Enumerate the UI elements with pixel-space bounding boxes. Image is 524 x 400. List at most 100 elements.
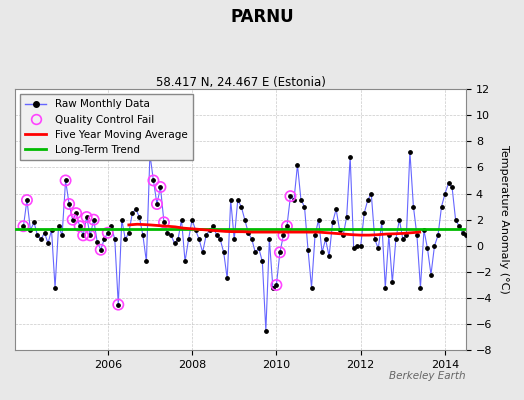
- Point: [96, 246, 105, 253]
- Point: [209, 223, 217, 230]
- Point: [385, 232, 393, 238]
- Point: [356, 243, 365, 249]
- Point: [146, 151, 154, 158]
- Legend: Raw Monthly Data, Quality Control Fail, Five Year Moving Average, Long-Term Tren: Raw Monthly Data, Quality Control Fail, …: [20, 94, 192, 160]
- Point: [283, 223, 291, 230]
- Point: [304, 246, 312, 253]
- Point: [286, 193, 294, 199]
- Point: [406, 148, 414, 155]
- Point: [93, 239, 102, 245]
- Point: [455, 223, 463, 230]
- Point: [167, 232, 175, 238]
- Point: [265, 236, 274, 242]
- Point: [339, 232, 347, 238]
- Point: [69, 216, 77, 223]
- Point: [188, 216, 196, 223]
- Point: [121, 236, 129, 242]
- Point: [261, 328, 270, 334]
- Point: [251, 249, 259, 256]
- Text: Berkeley Earth: Berkeley Earth: [389, 371, 466, 381]
- Point: [181, 258, 189, 265]
- Point: [170, 240, 179, 246]
- Point: [248, 236, 256, 242]
- Point: [290, 197, 298, 203]
- Point: [321, 236, 330, 242]
- Point: [311, 232, 319, 238]
- Point: [153, 201, 161, 207]
- Point: [156, 184, 165, 190]
- Point: [378, 219, 386, 226]
- Point: [300, 204, 309, 210]
- Point: [75, 223, 84, 230]
- Point: [329, 219, 337, 226]
- Point: [473, 204, 481, 210]
- Text: PARNU: PARNU: [230, 8, 294, 26]
- Point: [104, 230, 112, 236]
- Point: [163, 230, 172, 236]
- Point: [202, 232, 210, 238]
- Point: [293, 162, 302, 168]
- Point: [409, 204, 418, 210]
- Point: [314, 216, 323, 223]
- Point: [388, 279, 397, 286]
- Point: [174, 236, 182, 242]
- Point: [114, 302, 123, 308]
- Point: [458, 230, 467, 236]
- Point: [72, 210, 80, 216]
- Point: [82, 214, 91, 220]
- Point: [283, 223, 291, 230]
- Point: [149, 177, 158, 184]
- Point: [90, 216, 98, 223]
- Point: [269, 284, 277, 291]
- Point: [381, 284, 389, 291]
- Point: [335, 227, 344, 233]
- Point: [318, 249, 326, 256]
- Point: [343, 214, 351, 220]
- Point: [199, 249, 207, 256]
- Point: [146, 151, 154, 158]
- Point: [72, 210, 80, 216]
- Point: [220, 249, 228, 256]
- Point: [465, 271, 474, 278]
- Point: [237, 204, 245, 210]
- Point: [142, 258, 150, 265]
- Point: [391, 236, 400, 242]
- Point: [469, 216, 477, 223]
- Point: [353, 243, 362, 249]
- Point: [34, 232, 42, 238]
- Point: [272, 282, 280, 288]
- Point: [427, 271, 435, 278]
- Point: [156, 184, 165, 190]
- Point: [430, 243, 439, 249]
- Point: [61, 177, 70, 184]
- Point: [47, 227, 56, 233]
- Point: [476, 253, 484, 260]
- Point: [364, 197, 372, 203]
- Point: [23, 197, 31, 203]
- Point: [195, 236, 203, 242]
- Point: [402, 232, 411, 238]
- Point: [350, 245, 358, 252]
- Point: [128, 210, 137, 216]
- Point: [153, 201, 161, 207]
- Point: [40, 230, 49, 236]
- Point: [44, 240, 52, 246]
- Point: [139, 232, 147, 238]
- Point: [255, 245, 263, 252]
- Point: [30, 219, 38, 226]
- Point: [160, 219, 168, 226]
- Point: [434, 232, 442, 238]
- Point: [90, 216, 98, 223]
- Point: [230, 236, 238, 242]
- Point: [54, 223, 63, 230]
- Point: [58, 232, 66, 238]
- Point: [37, 236, 45, 242]
- Point: [325, 253, 333, 260]
- Point: [79, 232, 88, 238]
- Point: [96, 246, 105, 253]
- Point: [241, 216, 249, 223]
- Point: [107, 223, 115, 230]
- Point: [279, 232, 288, 238]
- Point: [279, 232, 288, 238]
- Title: 58.417 N, 24.467 E (Estonia): 58.417 N, 24.467 E (Estonia): [156, 76, 325, 89]
